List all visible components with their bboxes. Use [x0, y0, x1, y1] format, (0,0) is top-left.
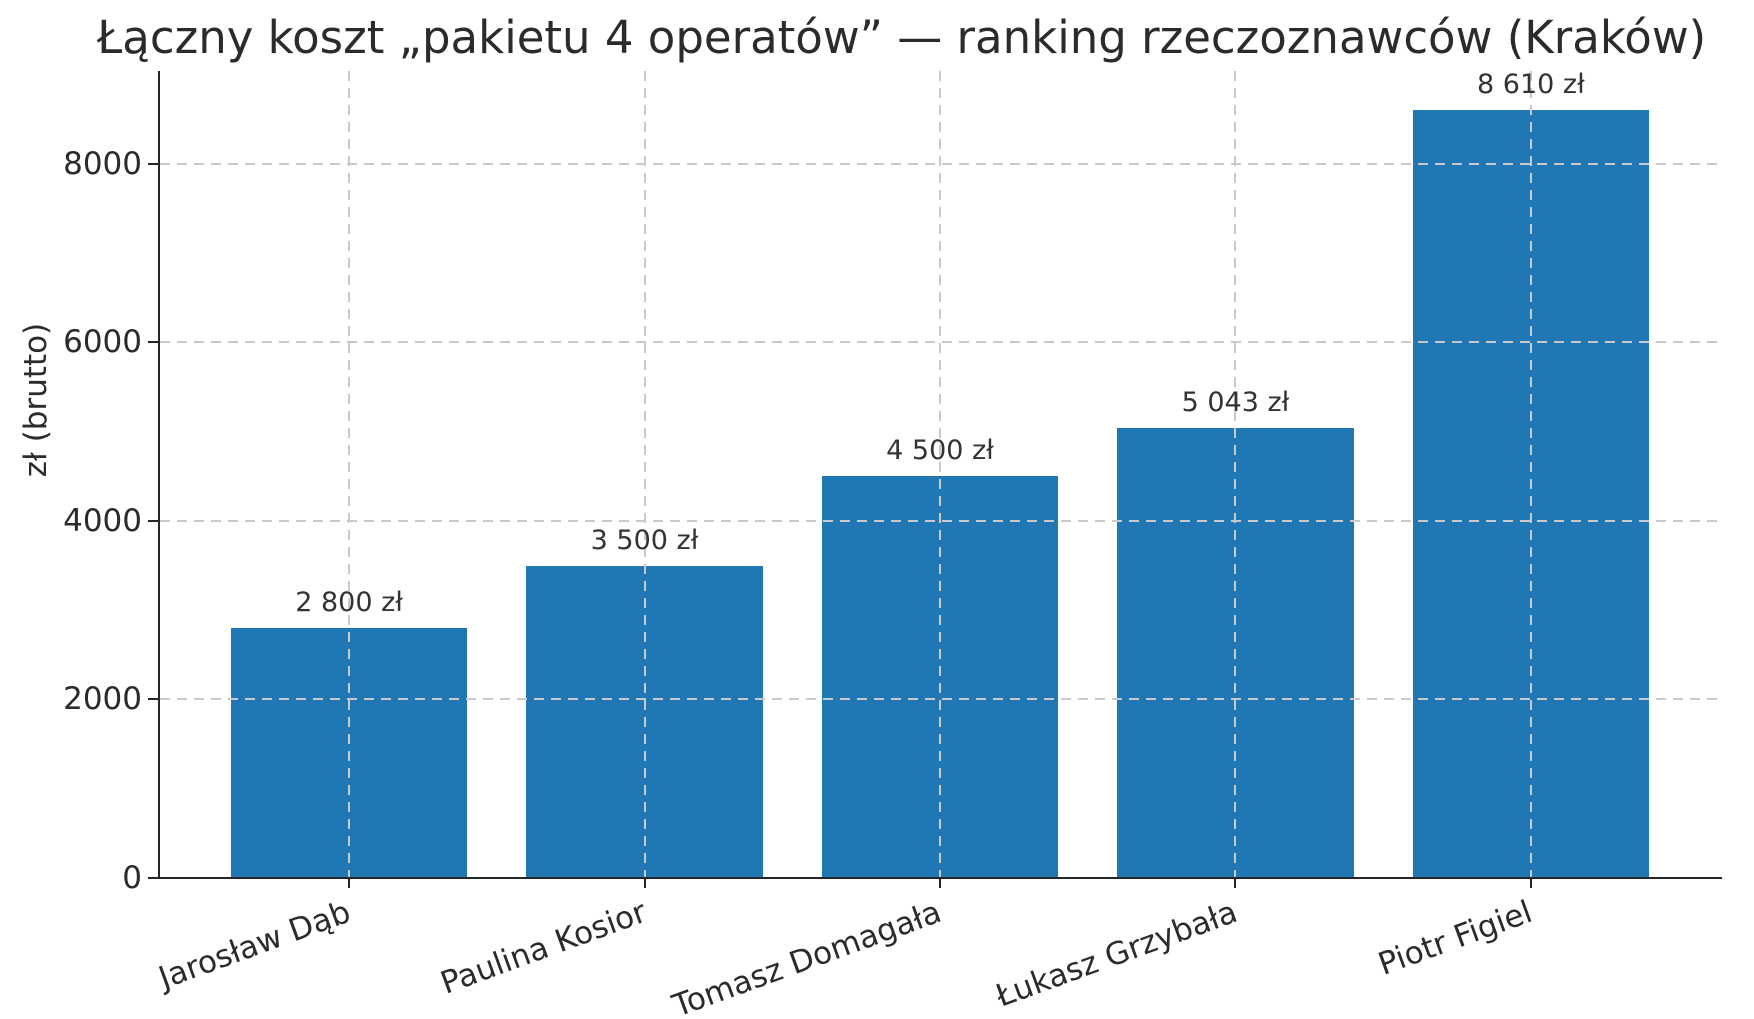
y-axis-label: zł (brutto)	[18, 322, 54, 478]
bar-value-label: 4 500 zł	[886, 435, 994, 467]
y-tick-mark	[148, 162, 160, 165]
x-tick-mark	[348, 879, 351, 888]
y-tick-label: 8000	[63, 145, 142, 182]
x-gridline	[643, 71, 646, 878]
y-tick-label: 2000	[63, 681, 142, 718]
y-tick-mark	[148, 698, 160, 701]
x-tick-label: Piotr Figiel	[1374, 894, 1538, 983]
y-tick-mark	[148, 519, 160, 522]
y-tick-mark	[148, 341, 160, 344]
x-gridline	[939, 71, 941, 878]
bar-value-label: 5 043 zł	[1181, 386, 1290, 418]
y-axis-spine	[158, 71, 160, 879]
x-tick-mark	[1529, 879, 1532, 888]
y-gridline	[160, 162, 1720, 165]
y-tick-label: 4000	[63, 502, 142, 539]
x-tick-mark	[939, 879, 941, 888]
x-tick-mark	[1234, 879, 1237, 888]
bar-value-label: 2 800 zł	[295, 587, 403, 619]
x-tick-label: Jarosław Dąb	[154, 894, 356, 997]
y-tick-label: 6000	[63, 324, 142, 361]
y-gridline	[160, 519, 1720, 522]
x-tick-label: Łukasz Grzybała	[991, 894, 1242, 1015]
x-axis-spine	[158, 877, 1722, 879]
y-tick-mark	[148, 877, 160, 879]
y-tick-label: 0	[122, 860, 142, 896]
x-tick-label: Paulina Kosior	[435, 894, 651, 1002]
y-gridline	[160, 341, 1720, 344]
x-tick-label: Tomasz Domagała	[668, 894, 947, 1019]
bar-value-label: 3 500 zł	[590, 524, 699, 556]
chart-title: Łączny koszt „pakietu 4 operatów” — rank…	[97, 11, 1707, 64]
x-gridline	[1234, 71, 1237, 878]
x-gridline	[1529, 71, 1532, 878]
bar-value-label: 8 610 zł	[1477, 68, 1585, 100]
y-gridline	[160, 698, 1720, 701]
x-tick-mark	[643, 879, 646, 888]
x-gridline	[348, 71, 351, 878]
